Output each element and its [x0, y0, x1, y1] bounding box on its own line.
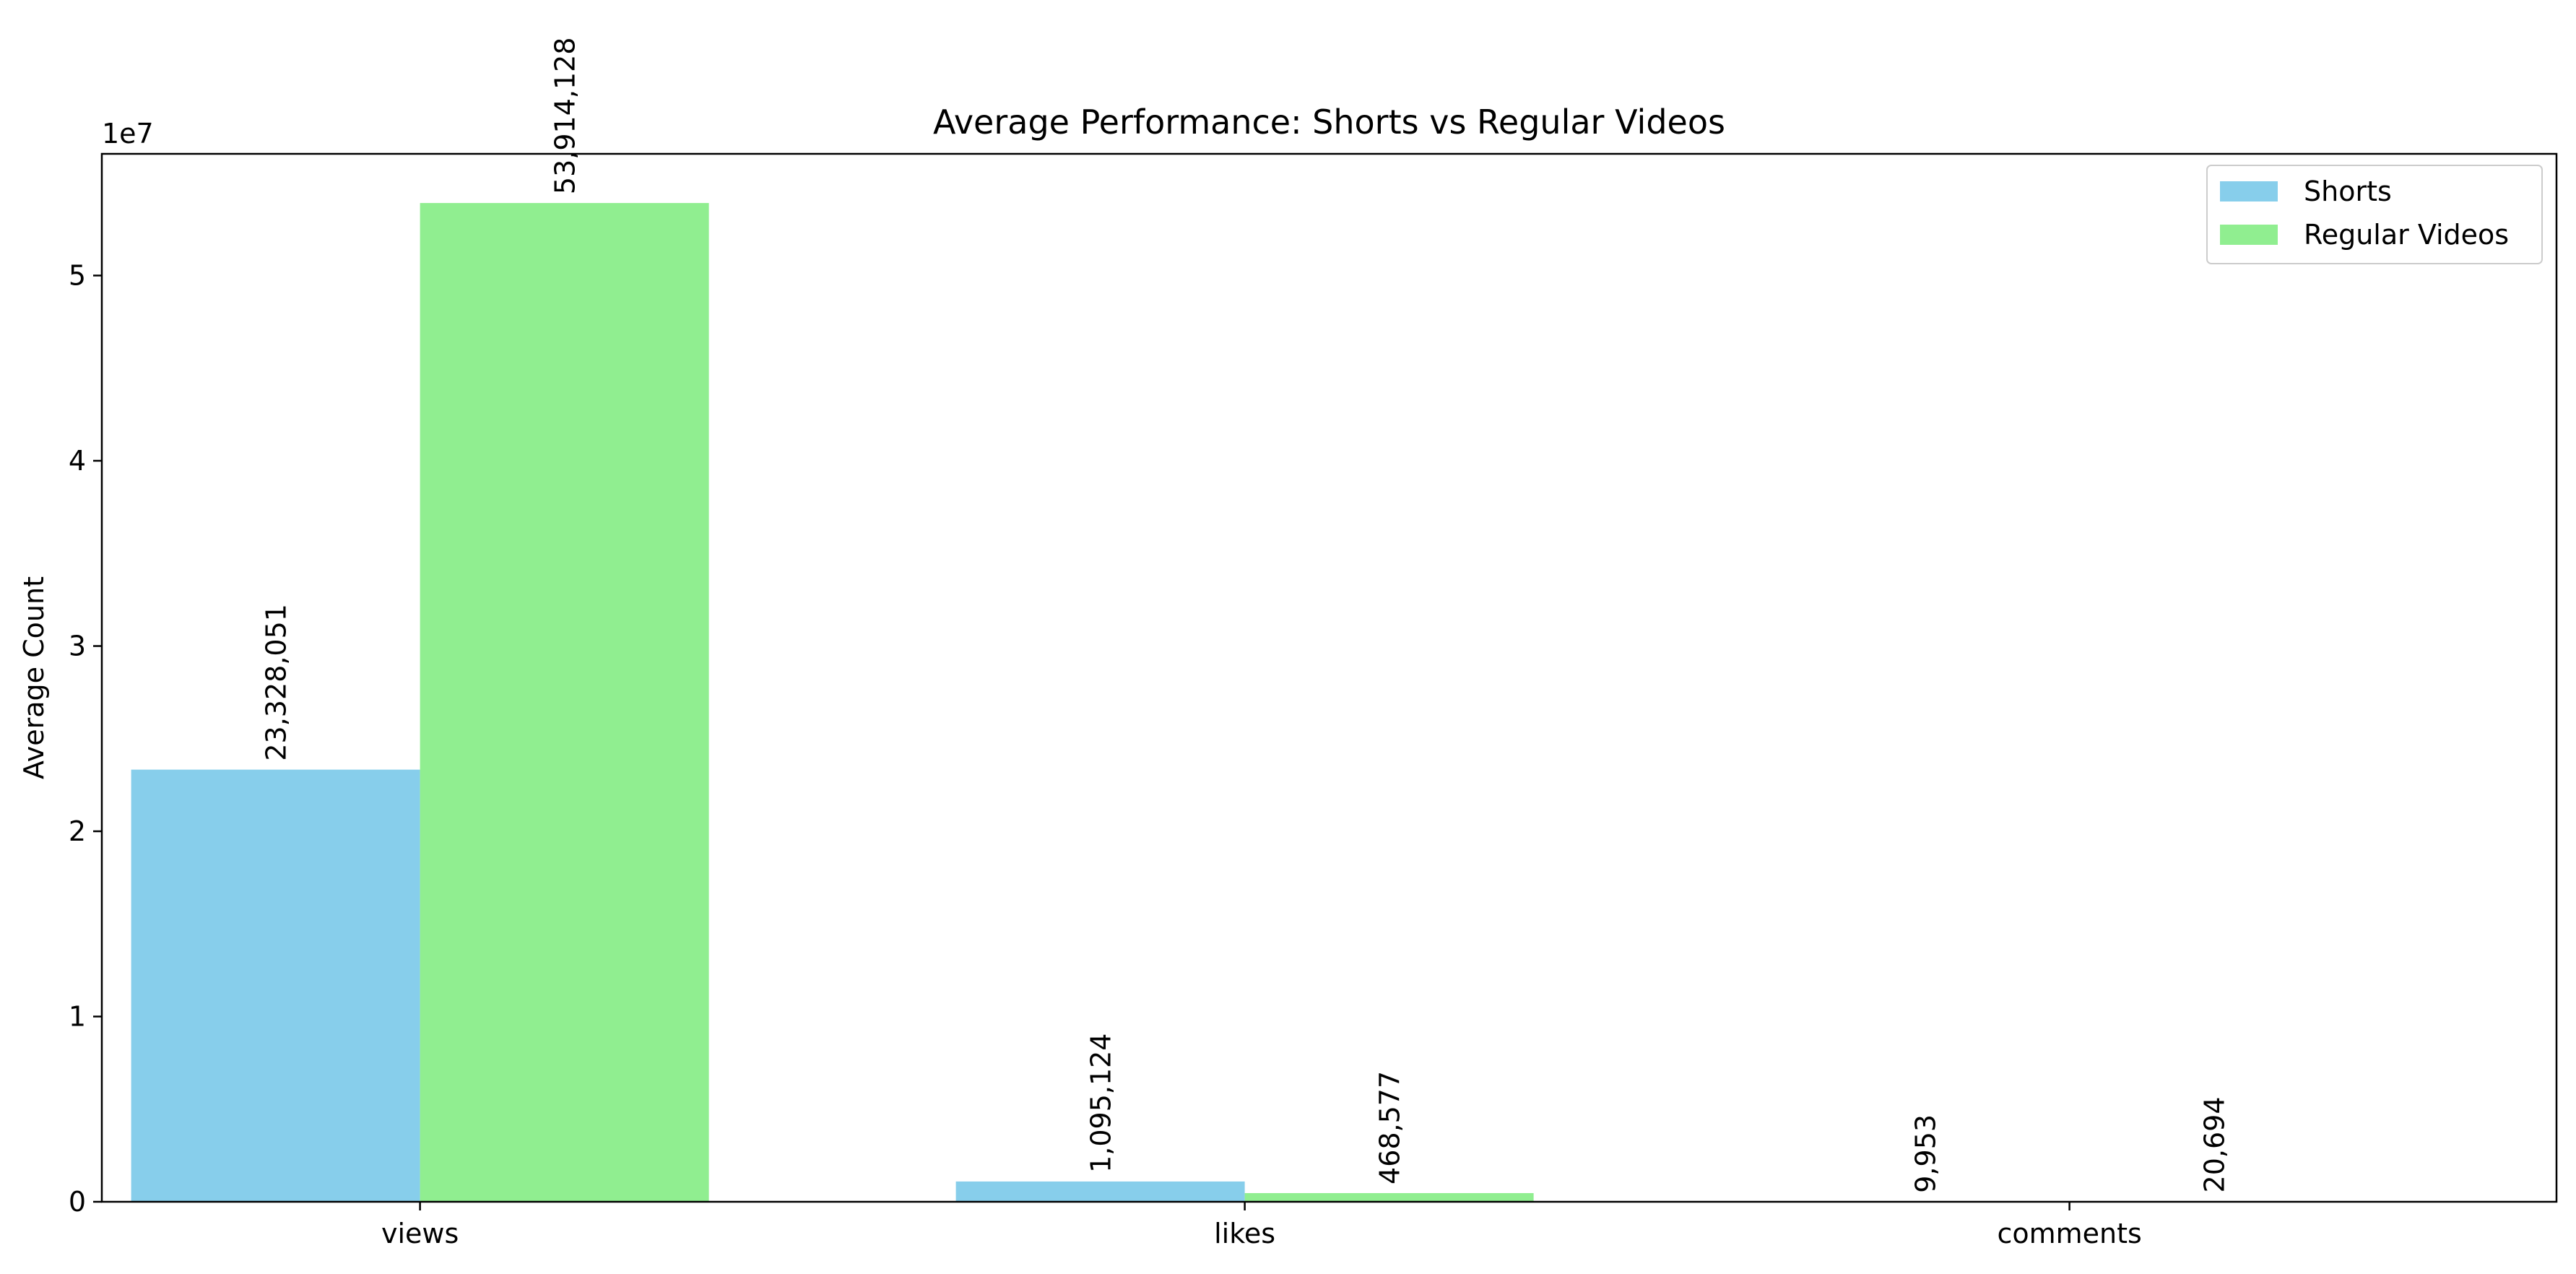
y-tick-label-1: 1 [69, 1000, 86, 1032]
bar-shorts-likes [955, 1181, 1245, 1202]
legend-box [2206, 165, 2543, 264]
legend-swatch-regular-videos [2220, 225, 2278, 245]
bar-shorts-views [131, 769, 420, 1202]
bar-regular-videos-views [420, 203, 709, 1202]
ticks-layer: views likes comments 0 1 2 3 4 5 [69, 259, 2142, 1249]
y-tick-label-5: 5 [69, 259, 86, 291]
data-label-regular-videos-comments: 20,694 [2199, 1097, 2231, 1193]
y-tick-label-0: 0 [69, 1186, 86, 1218]
data-label-shorts-likes: 1,095,124 [1085, 1034, 1117, 1173]
legend-swatch-shorts [2220, 181, 2278, 202]
y-tick-label-3: 3 [69, 630, 86, 662]
bar-regular-videos-likes [1244, 1192, 1534, 1202]
legend: Shorts Regular Videos [2206, 165, 2543, 264]
data-label-shorts-views: 23,328,051 [261, 604, 292, 761]
chart-title: Average Performance: Shorts vs Regular V… [933, 103, 1725, 142]
y-tick-label-2: 2 [69, 815, 86, 847]
x-tick-label-likes: likes [1214, 1218, 1275, 1249]
x-tick-label-views: views [381, 1218, 459, 1249]
data-label-regular-videos-likes: 468,577 [1374, 1071, 1406, 1184]
data-label-regular-videos-views: 53,914,128 [550, 38, 581, 195]
plot-frame [100, 152, 2558, 1203]
y-axis-offset-label: 1e7 [102, 118, 154, 150]
data-label-shorts-comments: 9,953 [1910, 1114, 1942, 1193]
legend-label-regular-videos: Regular Videos [2304, 219, 2509, 251]
data-labels-layer: 23,328,051 53,914,128 1,095,124 468,577 9,95… [261, 38, 2231, 1193]
x-tick-label-comments: comments [1997, 1218, 2141, 1249]
y-tick-label-4: 4 [69, 445, 86, 477]
bars-layer [131, 203, 2359, 1202]
y-axis-label: Average Count [18, 576, 50, 779]
legend-label-shorts: Shorts [2304, 176, 2392, 207]
